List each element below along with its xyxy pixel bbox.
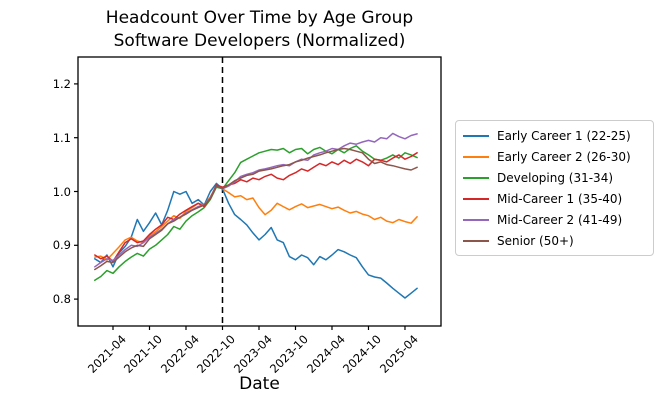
x-axis-label: Date xyxy=(239,374,280,394)
legend-item: Mid-Career 1 (35-40) xyxy=(463,188,645,209)
series-line-1 xyxy=(94,182,418,299)
legend-line-swatch xyxy=(463,218,489,221)
legend-line-swatch xyxy=(463,239,489,242)
legend-item: Senior (50+) xyxy=(463,230,645,251)
legend-item-label: Mid-Career 1 (35-40) xyxy=(497,191,623,206)
legend-item-label: Developing (31-34) xyxy=(497,170,614,185)
legend-item-label: Mid-Career 2 (41-49) xyxy=(497,212,623,227)
y-tick-label: 0.8 xyxy=(52,292,71,307)
axes-spines xyxy=(77,56,442,327)
series-line-4 xyxy=(94,152,418,263)
legend-item-label: Early Career 2 (26-30) xyxy=(497,149,631,164)
y-tick-label: 1.2 xyxy=(52,76,71,91)
legend-line-swatch xyxy=(463,197,489,200)
legend-line-swatch xyxy=(463,134,489,137)
chart-title: Headcount Over Time by Age Group xyxy=(105,8,414,28)
y-tick-label: 1.0 xyxy=(52,184,71,199)
legend: Early Career 1 (22-25) Early Career 2 (26… xyxy=(455,120,654,256)
legend-item: Early Career 2 (26-30) xyxy=(463,146,645,167)
legend-line-swatch xyxy=(463,176,489,179)
legend-item-label: Early Career 1 (22-25) xyxy=(497,128,631,143)
legend-item-label: Senior (50+) xyxy=(497,233,574,248)
y-tick-label: 0.9 xyxy=(52,238,71,253)
series-line-6 xyxy=(94,147,418,271)
chart-title-block: Headcount Over Time by Age Group Softwar… xyxy=(0,7,519,53)
chart-subtitle: Software Developers (Normalized) xyxy=(113,31,406,51)
legend-line-swatch xyxy=(463,155,489,158)
series-line-2 xyxy=(94,185,418,261)
series-line-3 xyxy=(94,145,418,282)
legend-item: Developing (31-34) xyxy=(463,167,645,188)
series-line-5 xyxy=(94,132,418,268)
legend-item: Early Career 1 (22-25) xyxy=(463,125,645,146)
legend-item: Mid-Career 2 (41-49) xyxy=(463,209,645,230)
y-tick-label: 1.1 xyxy=(52,130,71,145)
